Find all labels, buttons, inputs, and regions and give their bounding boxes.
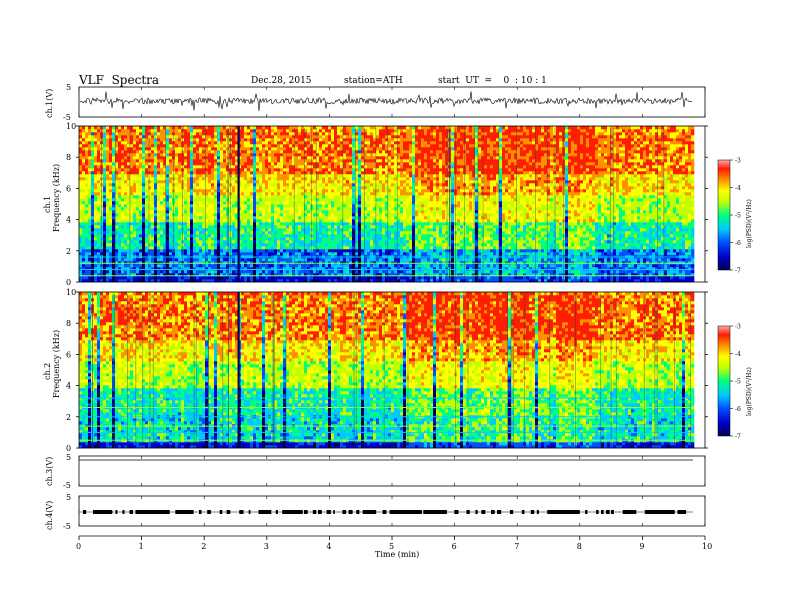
ch3-ylabel: ch.3(V) [45,457,54,486]
freq-tick-ch1-5: 10 [66,122,76,131]
chart-title: VLF Spectra [79,73,159,87]
time-tick-8: 8 [577,542,582,551]
freq-tick-ch2-3: 6 [66,350,71,359]
freq-tick-ch1-0: 0 [66,278,71,287]
time-tick-10: 10 [702,542,712,551]
freq-tick-ch1-1: 2 [66,247,71,256]
cbar-tick-ch2-0: -3 [735,324,741,331]
freq-tick-ch2-4: 8 [66,319,71,328]
ch1-ytick-bottom: -5 [63,113,71,122]
freq-tick-ch1-3: 6 [66,184,71,193]
time-tick-5: 5 [389,542,394,551]
time-tick-6: 6 [452,542,457,551]
ch4-ylabel: ch.4(V) [45,501,54,530]
ch1-spectrogram-panel: 0 2 4 6 8 10 Frequency (kHz) ch.1 [43,122,708,287]
ch1-channel-label: ch.1 [43,196,52,213]
ch1-waveform-line [79,91,693,112]
cbar-tick-ch1-0: -3 [735,158,741,165]
ch1-colorbar-label: log(PSD)(V²/Hz) [746,199,753,248]
ch1-ytick-top: 5 [66,83,71,92]
x-axis-label: Time (min) [375,550,419,559]
ch4-ytick-top: 5 [66,493,71,502]
ch4-ytick-bottom: -5 [63,522,71,531]
cbar-tick-ch2-1: -4 [735,351,741,358]
ch1-colorbar: -3 -4 -5 -6 -7 log(PSD)(V²/Hz) [717,158,753,275]
ch1-spec-ylabel: Frequency (kHz) [52,164,61,232]
time-tick-9: 9 [639,542,644,551]
spectrogram-ch1 [79,126,695,283]
ch1-waveform-panel: 5 -5 ch.1(V) [45,83,706,122]
cbar-tick-ch1-2: -5 [735,213,741,220]
freq-tick-ch1-4: 8 [66,153,71,162]
time-tick-1: 1 [139,542,144,551]
spectrogram-ch2 [79,292,695,449]
ch1-ticks [78,87,706,117]
time-axis: 0 1 2 3 4 5 6 7 8 9 10 [76,535,712,551]
ch3-ytick-bottom: -5 [63,481,71,490]
ch2-colorbar-label: log(PSD)(V²/Hz) [746,367,753,416]
time-tick-7: 7 [514,542,519,551]
freq-tick-ch2-0: 0 [66,444,71,453]
cbar-tick-ch1-3: -6 [735,240,741,247]
freq-tick-ch1-2: 4 [66,216,71,225]
station-label: station=ATH [344,76,403,86]
ch2-channel-label: ch.2 [43,363,52,380]
freq-tick-ch2-1: 2 [66,413,71,422]
time-tick-3: 3 [264,542,269,551]
cbar-tick-ch1-1: -4 [735,185,741,192]
ch2-spec-ylabel: Frequency (kHz) [52,330,61,398]
time-tick-4: 4 [326,542,331,551]
ch4-waveform-panel: 5 -5 ch.4(V) [45,493,706,531]
ch3-waveform-panel: 5 -5 ch.3(V) [45,453,706,490]
date-label: Dec.28, 2015 [251,76,312,86]
ch2-spectrogram-panel: 0 2 4 6 8 10 Frequency (kHz) ch.2 [43,288,708,453]
ch1-ylabel: ch.1(V) [45,89,54,118]
time-tick-2: 2 [201,542,206,551]
cbar-tick-ch2-3: -6 [735,406,741,413]
cbar-tick-ch2-2: -5 [735,379,741,386]
freq-tick-ch2-2: 4 [66,382,71,391]
ch3-ytick-top: 5 [66,453,71,462]
cbar-tick-ch2-4: -7 [735,434,741,441]
freq-tick-ch2-5: 10 [66,288,76,297]
cbar-tick-ch1-4: -7 [735,268,741,275]
ch2-colorbar: -3 -4 -5 -6 -7 log(PSD)(V²/Hz) [717,324,753,441]
ch4-pulses [83,510,687,514]
start-time-label: start UT = 0 : 10 : 1 [438,76,547,86]
time-tick-0: 0 [76,542,81,551]
